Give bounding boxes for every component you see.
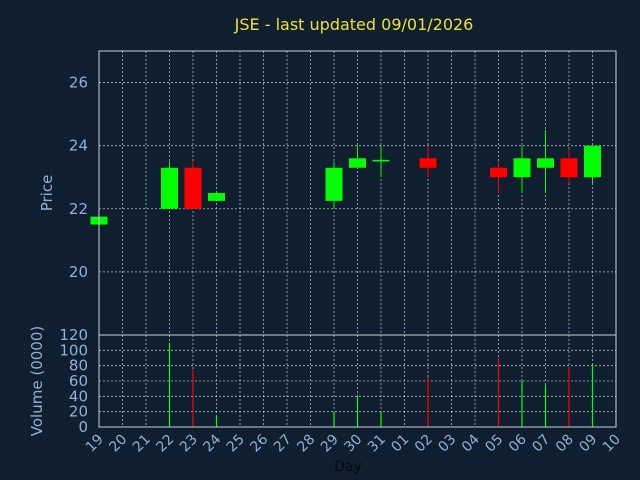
day-tick-label: 07 <box>529 432 553 456</box>
day-tick-label: 22 <box>153 432 177 456</box>
day-tick-label: 27 <box>271 432 295 456</box>
price-axis-label: Price <box>38 175 56 212</box>
volume-bars <box>168 342 594 427</box>
volume-tick-label: 60 <box>69 372 88 390</box>
day-tick-label: 05 <box>482 432 506 456</box>
candle-body <box>349 158 366 168</box>
price-tick-label: 26 <box>69 74 88 92</box>
day-tick-label: 31 <box>365 432 389 456</box>
volume-axis-label: Volume (0000) <box>28 326 46 436</box>
x-axis-label: Day <box>334 459 362 475</box>
day-tick-label: 29 <box>318 432 342 456</box>
day-tick-label: 02 <box>412 432 436 456</box>
candle-body <box>584 145 601 178</box>
day-tick-label: 30 <box>341 432 365 456</box>
volume-frame <box>98 334 617 428</box>
candle-body <box>513 158 531 178</box>
candle-body <box>372 159 390 162</box>
price-tick-label: 22 <box>69 200 88 218</box>
day-tick-label: 20 <box>106 432 130 456</box>
volume-tick-label: 80 <box>69 357 88 375</box>
day-tick-label: 09 <box>576 432 600 456</box>
day-tick-label: 24 <box>200 431 224 455</box>
day-tick-label: 06 <box>506 431 530 455</box>
volume-tick-label: 100 <box>59 341 88 359</box>
candles <box>90 129 601 225</box>
candle-body <box>490 167 507 178</box>
day-tick-label: 26 <box>247 431 271 455</box>
price-tick-label: 20 <box>69 263 88 281</box>
volume-tick-label: 0 <box>78 418 88 436</box>
price-grid <box>99 51 616 335</box>
volume-tick-label: 20 <box>69 403 88 421</box>
day-tick-label: 21 <box>130 432 154 456</box>
day-tick-label: 01 <box>388 432 412 456</box>
day-tick-label: 25 <box>224 432 248 456</box>
price-tick-label: 24 <box>69 137 88 155</box>
day-x-ticks: 19 20 21 22 23 24 25 26 27 28 29 30 31 01 02 03 04 05 06 07… <box>83 431 624 455</box>
day-tick-label: 28 <box>294 432 318 456</box>
candle-body <box>537 158 554 168</box>
candle-body <box>184 167 202 209</box>
candle-body <box>419 158 437 168</box>
price-panel: 20 22 24 26 Price <box>38 50 617 336</box>
day-tick-label: 10 <box>600 432 624 456</box>
day-tick-label: 03 <box>435 432 459 456</box>
day-tick-label: 04 <box>459 431 483 455</box>
volume-tick-label: 120 <box>59 326 88 344</box>
candle-body <box>161 167 178 209</box>
day-tick-label: 08 <box>553 432 577 456</box>
chart-title: JSE - last updated 09/01/2026 <box>234 15 474 34</box>
candle-body <box>560 158 578 178</box>
price-y-ticks: 20 22 24 26 <box>69 74 88 281</box>
day-tick-label: 23 <box>177 432 201 456</box>
candle-body <box>325 167 343 201</box>
volume-tick-label: 40 <box>69 387 88 405</box>
candle-body <box>208 193 225 201</box>
